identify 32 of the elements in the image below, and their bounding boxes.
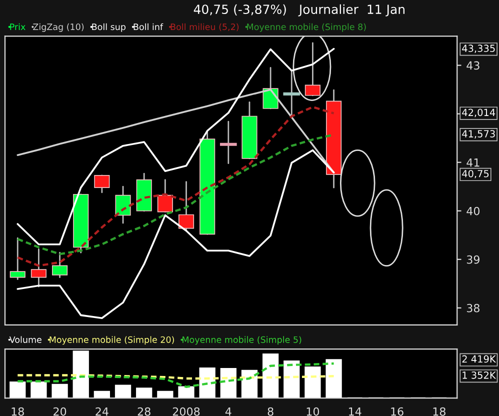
x-tick-label: 18 [12, 407, 24, 416]
x-tick-label: 24 [96, 407, 108, 416]
legend-label: Moyenne mobile (Simple 5) [182, 336, 302, 345]
legend-label: Moyenne mobile (Simple 20) [50, 336, 174, 345]
x-tick-label: 20 [54, 407, 66, 416]
y-tick-label: 43 [466, 61, 480, 70]
legend-label: Moyenne mobile (Simple 8) [247, 23, 366, 32]
legend-label: Boll milieu (5,2) [170, 23, 239, 32]
x-tick-label: 28 [138, 407, 150, 416]
y-tick-label: 41 [466, 158, 480, 167]
legend-label: Boll sup [92, 23, 126, 32]
y-tick-label: 40 [466, 206, 480, 216]
text: 2 419K [462, 355, 496, 363]
text: 40,75 [462, 170, 489, 178]
legend-label: Volume [9, 336, 42, 343]
legend-label: Boll inf [134, 23, 164, 30]
x-tick-label: 2008 [172, 407, 200, 416]
x-tick-label: 14 [349, 407, 362, 416]
text: 41,573 [462, 130, 495, 138]
x-tick-label: 16 [391, 407, 404, 416]
y-tick-label: 38 [466, 304, 480, 312]
x-tick-label: 4 [225, 407, 232, 416]
legend-label: Prix [10, 23, 26, 30]
x-tick-label: 10 [306, 407, 320, 416]
text: 43,335 [462, 44, 495, 53]
x-tick-label: 8 [268, 407, 274, 416]
text: 1 352K [462, 371, 496, 379]
x-tick-label: 18 [433, 407, 446, 416]
legend-label: ZigZag (10) [33, 23, 84, 32]
text: 42,014 [462, 108, 496, 118]
y-tick-label: 39 [466, 255, 480, 264]
chart-title: 40,75 (-3,87%) Journalier 11 Jan [194, 4, 404, 16]
